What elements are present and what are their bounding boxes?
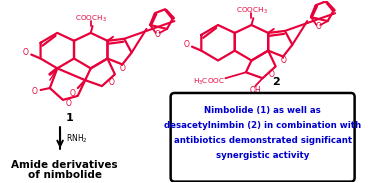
Text: $\mathregular{COOCH_3}$: $\mathregular{COOCH_3}$ (235, 6, 267, 16)
Text: $\mathregular{RNH_2}$: $\mathregular{RNH_2}$ (66, 132, 87, 145)
Text: 1: 1 (65, 113, 73, 123)
Text: O: O (23, 48, 29, 57)
Text: desacetylnimbin (2) in combination with: desacetylnimbin (2) in combination with (164, 121, 361, 130)
Text: O: O (119, 64, 125, 73)
Text: $\mathregular{H_3COOC}$: $\mathregular{H_3COOC}$ (193, 77, 225, 87)
Text: Amide derivatives: Amide derivatives (11, 160, 118, 170)
Text: 2: 2 (272, 77, 279, 87)
Text: Nimbolide (1) as well as: Nimbolide (1) as well as (204, 106, 321, 115)
Text: $\mathregular{COOCH_3}$: $\mathregular{COOCH_3}$ (75, 14, 107, 24)
Text: antibiotics demonstrated significant: antibiotics demonstrated significant (174, 136, 352, 145)
Text: O: O (65, 99, 71, 108)
Text: O: O (69, 89, 75, 98)
Text: O: O (280, 56, 286, 65)
Text: O: O (155, 30, 161, 39)
Text: O: O (316, 23, 321, 31)
Text: OH: OH (249, 85, 261, 95)
Text: O: O (269, 70, 275, 79)
Text: O: O (32, 87, 38, 96)
Text: synergistic activity: synergistic activity (216, 151, 309, 160)
Text: O: O (183, 40, 189, 49)
Text: O: O (108, 78, 114, 87)
FancyBboxPatch shape (170, 93, 355, 182)
Text: of nimbolide: of nimbolide (28, 170, 102, 180)
